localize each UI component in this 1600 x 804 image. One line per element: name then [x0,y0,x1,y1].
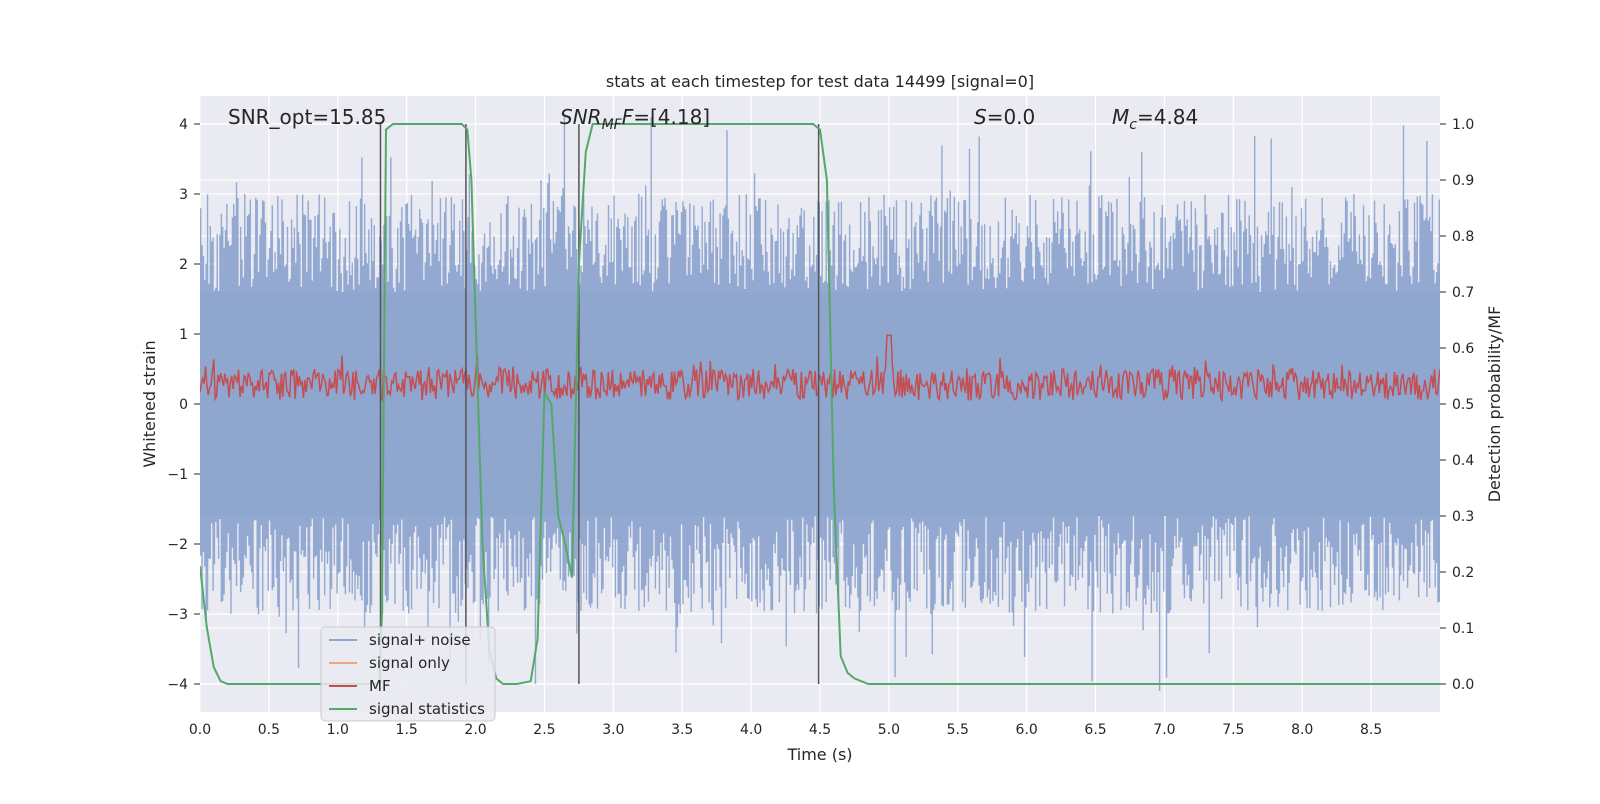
x-tick-label: 0.5 [258,722,280,738]
y-tick-label: −1 [167,467,188,483]
snr-mf-f: F [622,105,634,129]
x-tick-label: 6.5 [1084,722,1106,738]
legend-label-signal-statistics: signal statistics [369,700,485,718]
x-tick-label: 4.0 [740,722,762,738]
s-symbol: S [974,105,987,129]
annotation-snr-opt: SNR_opt=15.85 [228,105,386,129]
x-tick-label: 2.0 [464,722,486,738]
s-value: =0.0 [987,105,1036,129]
legend-label-mf: MF [369,677,391,695]
x-tick-label: 5.0 [878,722,900,738]
legend-label-signal-noise: signal+ noise [369,631,471,649]
y2-tick-label: 0.4 [1452,453,1474,469]
x-tick-label: 0.0 [189,722,211,738]
y2-tick-label: 0.1 [1452,621,1474,637]
snr-mf-subscript: MF [602,117,623,133]
x-axis-label: Time (s) [786,745,852,764]
y-tick-label: 4 [179,117,188,133]
y2-tick-label: 0.7 [1452,285,1474,301]
y-tick-label: −2 [167,537,188,553]
annotation-mc: Mc=4.84 [1112,105,1198,133]
y2-tick-label: 0.0 [1452,677,1474,693]
y-tick-label: 2 [179,257,188,273]
x-tick-label: 3.5 [671,722,693,738]
mc-value: =4.84 [1137,105,1198,129]
mc-symbol: M [1112,105,1129,129]
y-tick-label: 1 [179,327,188,343]
y2-tick-label: 1.0 [1452,117,1474,133]
y2-tick-label: 0.8 [1452,229,1474,245]
legend: signal+ noise signal only MF signal stat… [321,627,495,721]
y-tick-label: −4 [167,677,188,693]
x-tick-label: 3.0 [602,722,624,738]
snr-mf-value: =[4.18] [633,105,710,129]
y2-tick-label: 0.5 [1452,397,1474,413]
y2-tick-label: 0.9 [1452,173,1474,189]
y-tick-label: −3 [167,607,188,623]
x-tick-label: 6.0 [1016,722,1038,738]
x-tick-label: 8.0 [1291,722,1313,738]
x-tick-label: 5.5 [947,722,969,738]
y-tick-label: 3 [179,187,188,203]
annotation-s: S=0.0 [974,105,1035,129]
chart-title: stats at each timestep for test data 144… [606,72,1034,91]
y2-axis-label: Detection probability/MF [1485,306,1504,503]
y-axis-label: Whitened strain [140,340,159,467]
x-tick-label: 1.0 [327,722,349,738]
y2-tick-label: 0.3 [1452,509,1474,525]
y2-tick-label: 0.2 [1452,565,1474,581]
annotation-snr-mf: SNRMFF=[4.18] [560,105,710,133]
x-tick-label: 7.0 [1153,722,1175,738]
legend-label-signal-only: signal only [369,654,450,672]
x-tick-label: 4.5 [809,722,831,738]
x-tick-label: 7.5 [1222,722,1244,738]
y-tick-label: 0 [179,397,188,413]
y2-tick-label: 0.6 [1452,341,1474,357]
x-tick-label: 1.5 [396,722,418,738]
x-tick-label: 2.5 [533,722,555,738]
snr-mf-symbol: SNR [560,105,602,129]
x-tick-label: 8.5 [1360,722,1382,738]
